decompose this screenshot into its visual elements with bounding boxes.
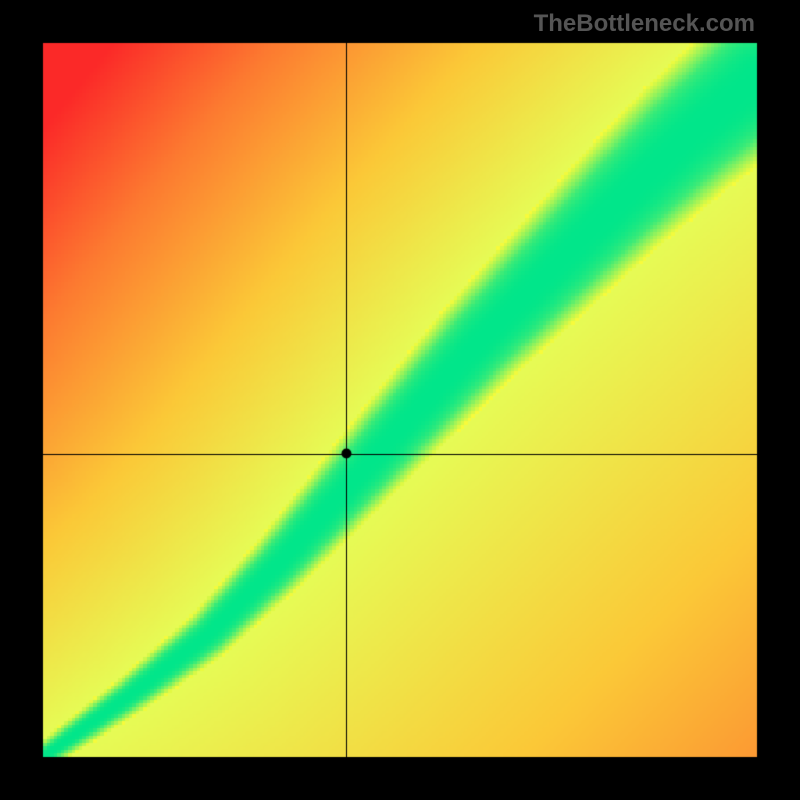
figure-container: TheBottleneck.com: [0, 0, 800, 800]
bottleneck-heatmap-canvas: [0, 0, 800, 800]
watermark-text: TheBottleneck.com: [534, 10, 755, 38]
